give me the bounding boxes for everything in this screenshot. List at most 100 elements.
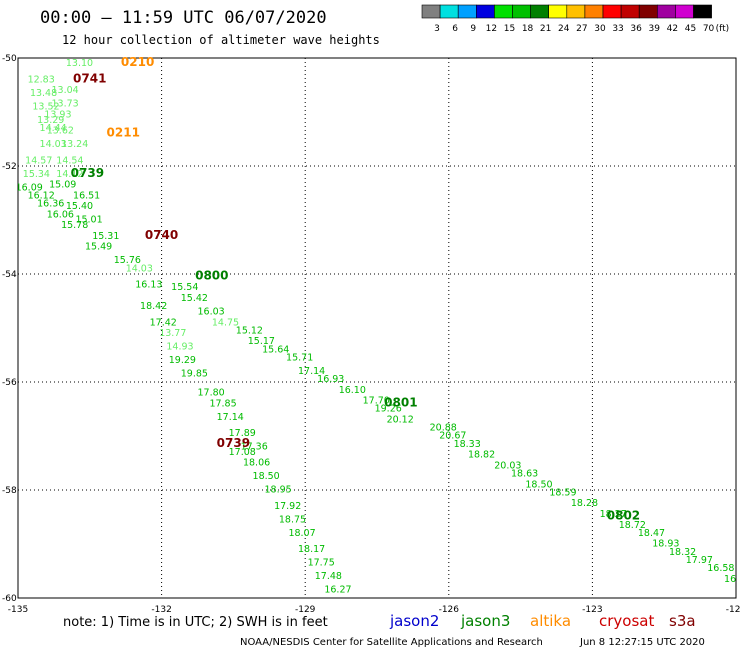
chart-title: 00:00 – 11:59 UTC 06/07/2020: [40, 8, 327, 28]
scale-label: 39: [649, 24, 661, 34]
swh-value: 14.54: [56, 155, 83, 166]
scale-label: 45: [685, 24, 696, 34]
satellite-label: s3a: [669, 612, 696, 630]
swh-value: 17.80: [198, 388, 225, 399]
x-tick-label: -123: [582, 605, 602, 615]
scale-swatch: [656, 4, 676, 19]
scale-swatch: [457, 4, 477, 19]
time-label: 0802: [607, 509, 640, 523]
swh-value: 15.76: [114, 255, 141, 266]
time-label: 0739: [71, 166, 104, 180]
swh-value: 17.14: [217, 412, 244, 423]
scale-swatch: [675, 4, 694, 19]
time-label: 0801: [384, 395, 417, 409]
scale-label: 9: [470, 24, 476, 34]
swh-value: 20.03: [494, 460, 521, 471]
swh-value: 15.42: [181, 293, 208, 304]
swh-value: 15.49: [85, 242, 112, 253]
scale-label: 18: [522, 24, 534, 34]
swh-value: 18.63: [511, 469, 538, 480]
swh-value: 17.75: [308, 558, 335, 569]
swh-value: 16.36: [37, 199, 64, 210]
x-tick-labels: -135 -132 -129 -126 -123 -120: [8, 605, 740, 615]
swh-value: 13.62: [47, 126, 74, 137]
time-label: 0739: [217, 436, 250, 450]
swh-value: 15.17: [248, 336, 275, 347]
timestamp: Jun 8 12:27:15 UTC 2020: [579, 637, 705, 648]
swh-value: 18.50: [525, 479, 552, 490]
swh-value: 12.83: [28, 74, 55, 85]
x-tick-label: -135: [8, 605, 28, 615]
y-tick-label: -50: [2, 54, 17, 64]
x-tick-label: -126: [439, 605, 460, 615]
scale-swatch: [566, 4, 586, 19]
time-label: 0210: [121, 55, 154, 69]
swh-value: 16.06: [47, 209, 74, 220]
swh-value: 16.12: [28, 190, 55, 201]
y-tick-label: -54: [2, 270, 17, 280]
swh-value: 13.93: [44, 109, 71, 120]
scale-swatch: [421, 4, 441, 19]
swh-value: 15.54: [171, 282, 198, 293]
scale-label: 42: [667, 24, 678, 34]
swh-value: 17.70: [363, 396, 390, 407]
scale-swatch: [693, 4, 712, 19]
scale-swatch: [512, 4, 531, 19]
swh-value: 17.92: [274, 501, 301, 512]
swh-value: 16.13: [135, 280, 162, 291]
swh-value: 15.09: [49, 180, 76, 191]
swh-value: 13.73: [52, 99, 79, 110]
scale-swatch: [602, 4, 622, 19]
y-tick-label: -60: [2, 594, 17, 604]
time-labels: 0210 0741 0211 0739 0740 0800 0739 0801 0802: [71, 55, 641, 523]
swh-value: 18.75: [279, 514, 306, 525]
swh-value: 13.29: [37, 115, 64, 126]
scale-label: 12: [486, 24, 497, 34]
swh-value: 18.32: [669, 547, 696, 558]
y-tick-label: -56: [2, 378, 17, 388]
swh-value: 18.82: [468, 450, 495, 461]
swh-value: 18.47: [638, 528, 665, 539]
swh-value: 18.27: [600, 509, 627, 520]
satellite-label: jason2: [389, 612, 439, 630]
swh-value: 19.85: [181, 369, 208, 380]
swh-value: 18.72: [619, 520, 646, 531]
swh-value: 15.39: [341, 614, 368, 625]
scale-swatch: [530, 4, 549, 19]
swh-value: 15.80: [736, 582, 740, 593]
plot-frame: [17, 57, 737, 599]
scale-label: 27: [576, 24, 587, 34]
time-label: 0211: [107, 125, 140, 139]
swh-value: 15.01: [75, 215, 102, 226]
x-tick-label: -120: [726, 605, 740, 615]
swh-value: 17.89: [229, 428, 256, 439]
swh-value: 17.14: [298, 366, 325, 377]
swh-value: 18.33: [454, 439, 481, 450]
scale-unit: (ft): [716, 24, 730, 34]
satellite-label: cryosat: [599, 612, 654, 630]
swh-value: 20.12: [387, 415, 414, 426]
swh-value: 17.85: [209, 398, 236, 409]
swh-value: 13.48: [30, 88, 57, 99]
swh-value: 18.50: [253, 471, 280, 482]
swh-value: 18.95: [265, 485, 292, 496]
satellite-label: altika: [530, 612, 571, 630]
swh-value: 18.28: [571, 498, 598, 509]
swh-value: 16.58: [707, 563, 734, 574]
swh-value: 17.36: [241, 442, 268, 453]
chart-subtitle: 12 hour collection of altimeter wave hei…: [62, 33, 380, 47]
swh-value: 14.93: [166, 342, 193, 353]
swh-value: 14.44: [40, 123, 67, 134]
y-tick-label: -58: [2, 486, 17, 496]
y-tick-label: -52: [2, 162, 17, 172]
swh-value: 18.59: [549, 487, 576, 498]
swh-value: 14.57: [25, 155, 52, 166]
swh-value: 13.24: [61, 139, 88, 150]
scale-label: 36: [630, 24, 642, 34]
swh-value: 13.77: [159, 328, 186, 339]
scale-swatch: [638, 4, 658, 19]
swh-value: 15.34: [23, 169, 50, 180]
scale-label: 33: [612, 24, 623, 34]
swh-value: 20.88: [430, 423, 457, 434]
